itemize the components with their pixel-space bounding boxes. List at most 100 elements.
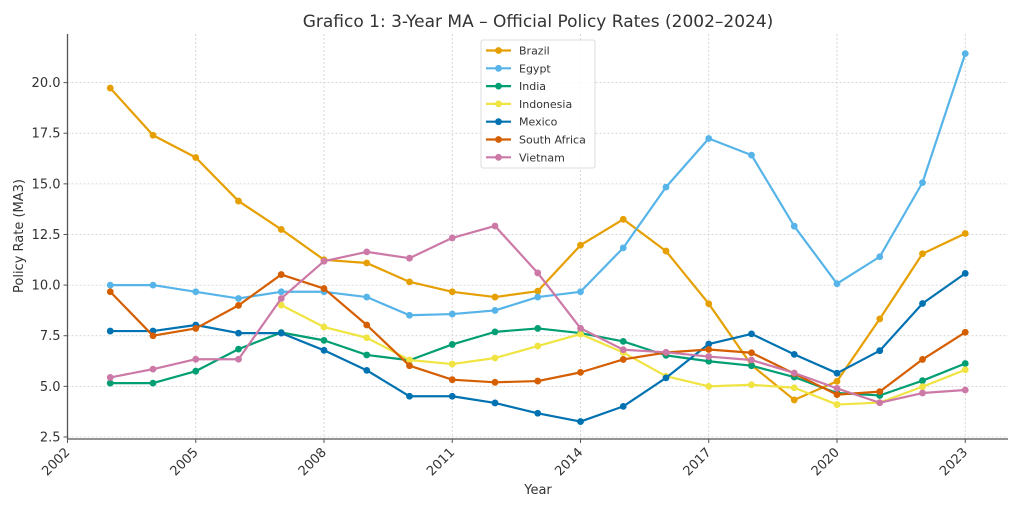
data-point-india <box>491 328 499 336</box>
data-point-south-africa <box>363 321 371 329</box>
data-point-india <box>961 360 969 367</box>
x-tick-label: 2011 <box>424 445 458 479</box>
legend-marker-swatch <box>495 82 502 90</box>
data-point-mexico <box>876 347 884 355</box>
data-point-brazil <box>790 396 798 404</box>
data-point-egypt <box>491 307 499 314</box>
data-point-mexico <box>363 366 371 374</box>
y-tick-labels: 2.5 5.0 7.5 10.0 12.5 15.0 17.5 20.0 <box>32 76 68 445</box>
data-point-brazil <box>919 250 926 258</box>
data-point-egypt <box>790 222 798 230</box>
data-point-india <box>705 357 713 365</box>
data-point-vietnam <box>235 355 242 363</box>
y-tick-label: 7.5 <box>40 329 61 344</box>
legend-item-india: India <box>486 80 546 93</box>
series-layer <box>106 50 969 425</box>
y-tick-label: 15.0 <box>32 177 61 192</box>
data-point-brazil <box>235 197 242 205</box>
data-point-south-africa <box>833 391 841 399</box>
y-tick-label: 17.5 <box>32 127 61 142</box>
data-point-brazil <box>192 154 200 161</box>
data-point-south-africa <box>320 285 328 292</box>
data-point-mexico <box>491 399 499 407</box>
data-point-brazil <box>149 131 157 139</box>
data-point-vietnam <box>662 348 670 356</box>
data-point-indonesia <box>919 383 926 391</box>
data-point-egypt <box>705 135 713 142</box>
data-point-vietnam <box>106 374 114 381</box>
data-point-south-africa <box>919 356 926 363</box>
y-tick-label: 2.5 <box>40 430 61 445</box>
data-point-india <box>919 377 926 385</box>
data-point-mexico <box>833 369 841 377</box>
data-point-india <box>748 362 755 370</box>
data-point-brazil <box>491 293 499 301</box>
data-point-india <box>235 345 242 353</box>
data-point-egypt <box>534 293 542 301</box>
data-point-mexico <box>705 340 713 348</box>
x-tick-label: 2008 <box>296 445 330 479</box>
data-point-south-africa <box>534 377 542 385</box>
legend-marker-swatch <box>495 153 502 161</box>
data-point-egypt <box>919 179 926 187</box>
series-vietnam <box>106 222 969 407</box>
legend-marker-swatch <box>495 100 502 108</box>
data-point-south-africa <box>705 346 713 353</box>
data-point-brazil <box>662 247 670 255</box>
data-point-india <box>320 336 328 344</box>
data-point-vietnam <box>406 254 413 262</box>
data-point-egypt <box>577 288 584 296</box>
legend: Brazil Egypt India Indonesia Mexico South Afr… <box>480 39 596 169</box>
data-point-vietnam <box>448 234 456 242</box>
data-point-india <box>619 337 627 345</box>
y-tick-label: 10.0 <box>32 279 61 294</box>
legend-marker-swatch <box>495 64 502 72</box>
data-point-egypt <box>235 295 242 302</box>
data-point-brazil <box>705 300 713 308</box>
data-point-india <box>192 367 200 375</box>
data-point-vietnam <box>705 353 713 360</box>
chart-title: Grafico 1: 3-Year MA – Official Policy R… <box>303 12 774 32</box>
data-point-vietnam <box>790 369 798 377</box>
legend-label: Egypt <box>519 62 551 75</box>
data-point-vietnam <box>363 248 371 256</box>
data-point-mexico <box>577 418 584 425</box>
data-point-south-africa <box>448 376 456 384</box>
data-point-mexico <box>748 330 755 338</box>
data-point-mexico <box>961 269 969 277</box>
data-point-vietnam <box>534 269 542 277</box>
data-point-mexico <box>619 402 627 410</box>
data-point-indonesia <box>448 360 456 368</box>
data-point-brazil <box>448 288 456 296</box>
data-point-mexico <box>790 350 798 358</box>
data-point-brazil <box>106 84 114 92</box>
data-point-brazil <box>833 377 841 385</box>
data-point-south-africa <box>406 362 413 370</box>
y-tick-label: 20.0 <box>32 76 61 91</box>
data-point-egypt <box>192 288 200 296</box>
data-point-india <box>363 351 371 359</box>
y-tick-label: 12.5 <box>32 228 61 243</box>
data-point-vietnam <box>961 386 969 394</box>
data-point-egypt <box>833 280 841 288</box>
x-tick-label: 2002 <box>39 445 73 479</box>
data-point-mexico <box>406 392 413 400</box>
data-point-indonesia <box>277 301 285 309</box>
data-point-egypt <box>277 288 285 296</box>
data-point-south-africa <box>192 325 200 332</box>
legend-item-brazil: Brazil <box>486 45 550 58</box>
data-point-egypt <box>363 293 371 301</box>
data-point-egypt <box>448 310 456 318</box>
data-point-south-africa <box>619 356 627 363</box>
x-tick-label: 2020 <box>809 445 843 479</box>
legend-marker-swatch <box>495 118 502 126</box>
legend-label: Vietnam <box>519 151 565 164</box>
data-point-south-africa <box>149 332 157 340</box>
series-south-africa <box>106 271 969 399</box>
legend-marker-swatch <box>495 136 502 143</box>
data-point-vietnam <box>320 257 328 265</box>
data-point-south-africa <box>491 378 499 386</box>
legend-label: South Africa <box>519 134 586 147</box>
data-point-indonesia <box>705 382 713 390</box>
data-point-mexico <box>919 300 926 307</box>
